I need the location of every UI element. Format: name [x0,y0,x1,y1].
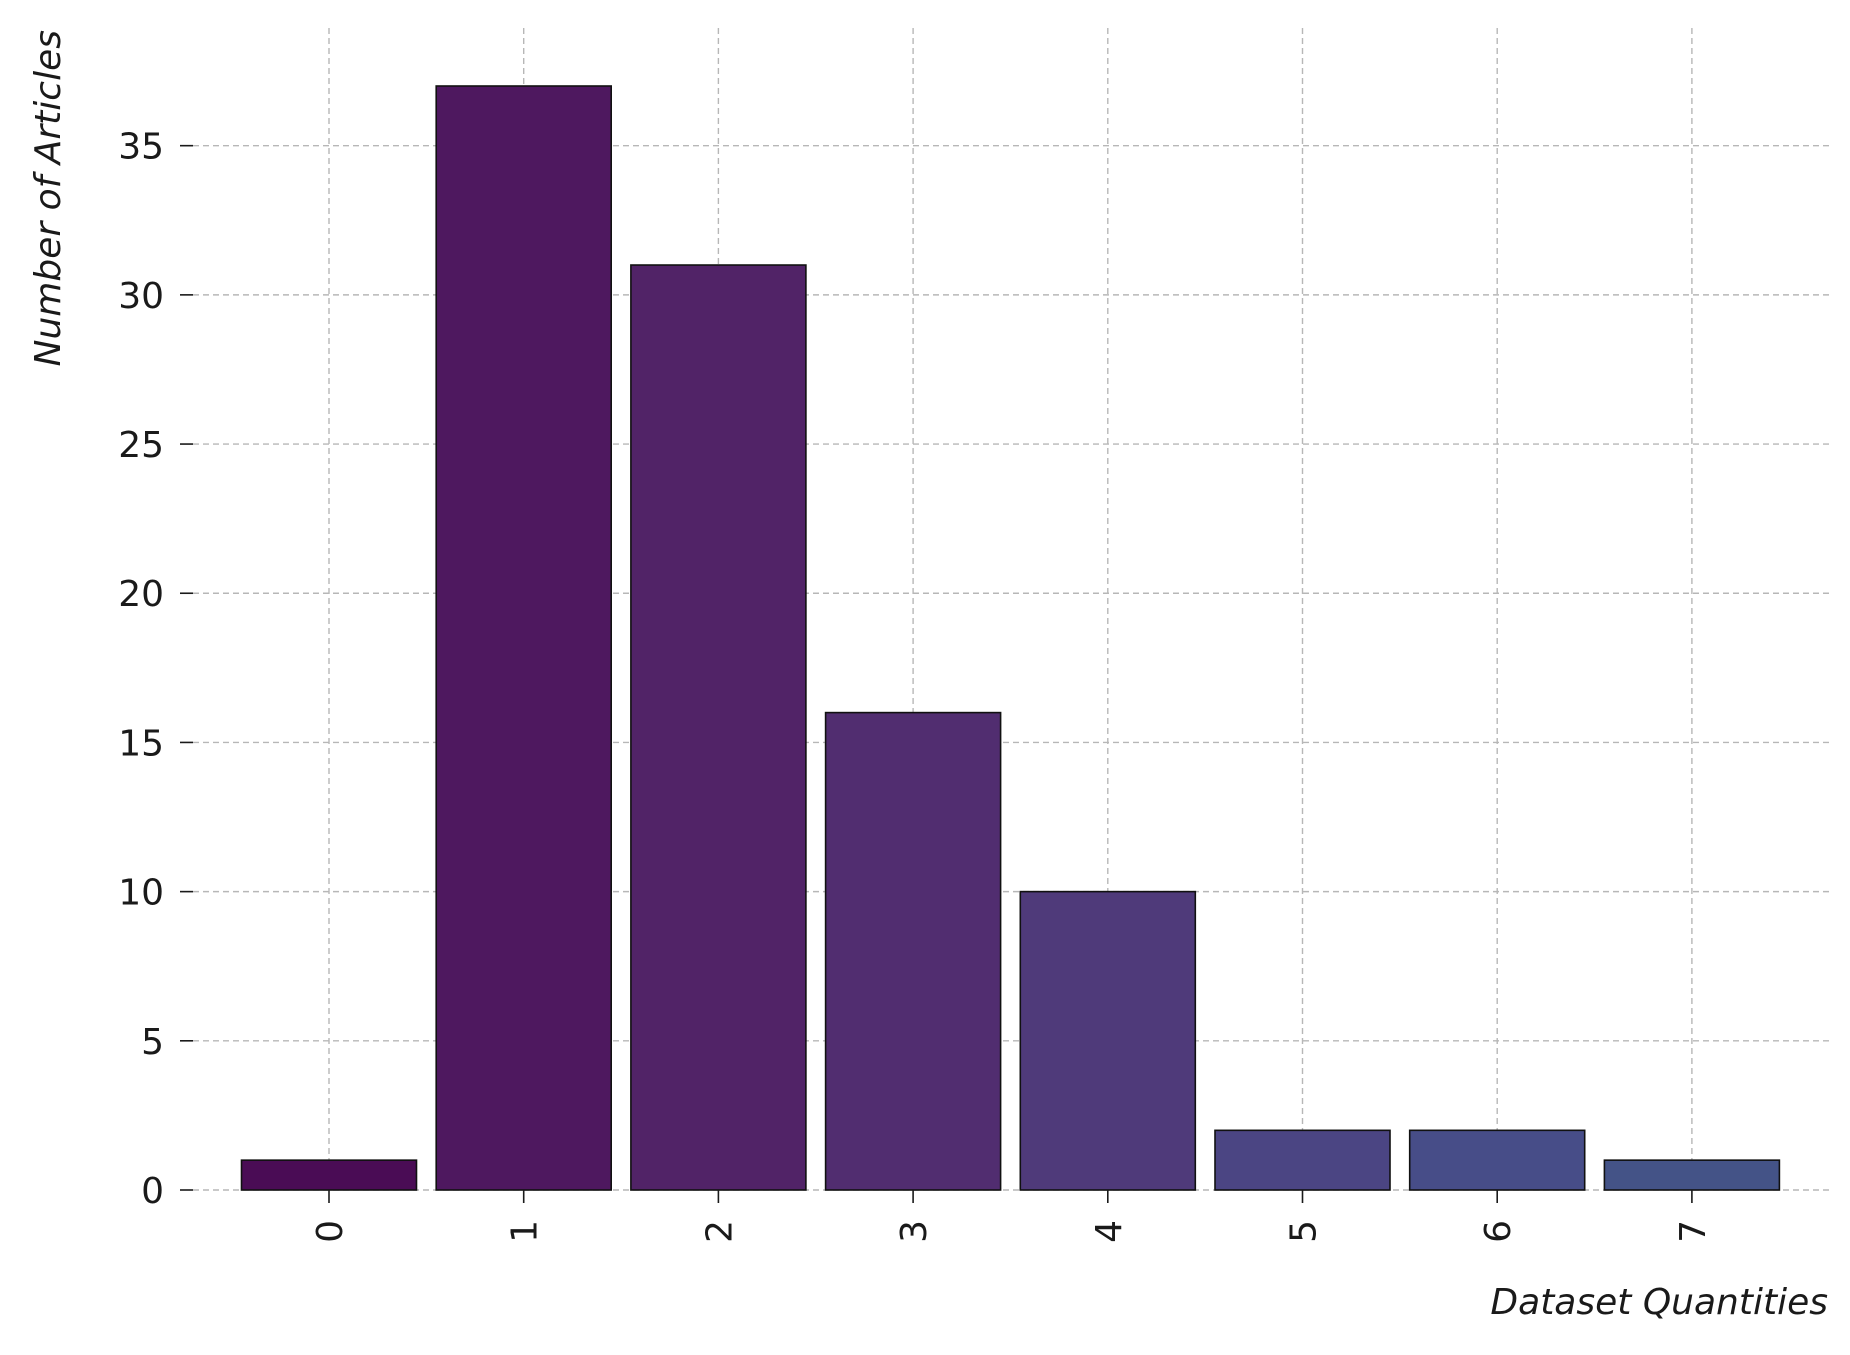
y-tick-label: 5 [141,1022,164,1063]
y-tick-label: 30 [118,276,164,317]
y-axis-title: Number of Articles [28,30,69,366]
x-axis-title: Dataset Quantities [1490,1282,1828,1323]
bar-2 [630,264,807,1191]
y-tick-label: 35 [118,127,164,168]
x-tick-label: 2 [699,1220,740,1243]
y-tick-label: 25 [118,425,164,466]
bars [240,85,1781,1191]
y-tick-label: 15 [118,723,164,764]
bar-1 [435,85,613,1191]
x-tick-label: 4 [1089,1220,1130,1243]
y-axis-ticks: 0 5 10 15 20 25 30 35 [118,127,193,1212]
bar-3 [824,711,1002,1191]
x-tick-label: 0 [310,1220,351,1243]
bar-0 [240,1159,418,1191]
x-tick-label: 7 [1673,1220,1714,1243]
x-tick-label: 6 [1478,1220,1519,1243]
x-tick-label: 3 [894,1220,935,1243]
bar-4 [1019,890,1197,1191]
x-axis-ticks: 0 1 2 3 4 5 6 7 [310,1190,1714,1243]
y-tick-label: 0 [141,1171,164,1212]
bar-6 [1408,1129,1586,1191]
y-tick-label: 10 [118,873,164,914]
x-tick-label: 5 [1284,1220,1325,1243]
bar-7 [1603,1159,1781,1191]
y-tick-label: 20 [118,574,164,615]
x-tick-label: 1 [505,1220,546,1243]
bar-5 [1214,1129,1391,1191]
